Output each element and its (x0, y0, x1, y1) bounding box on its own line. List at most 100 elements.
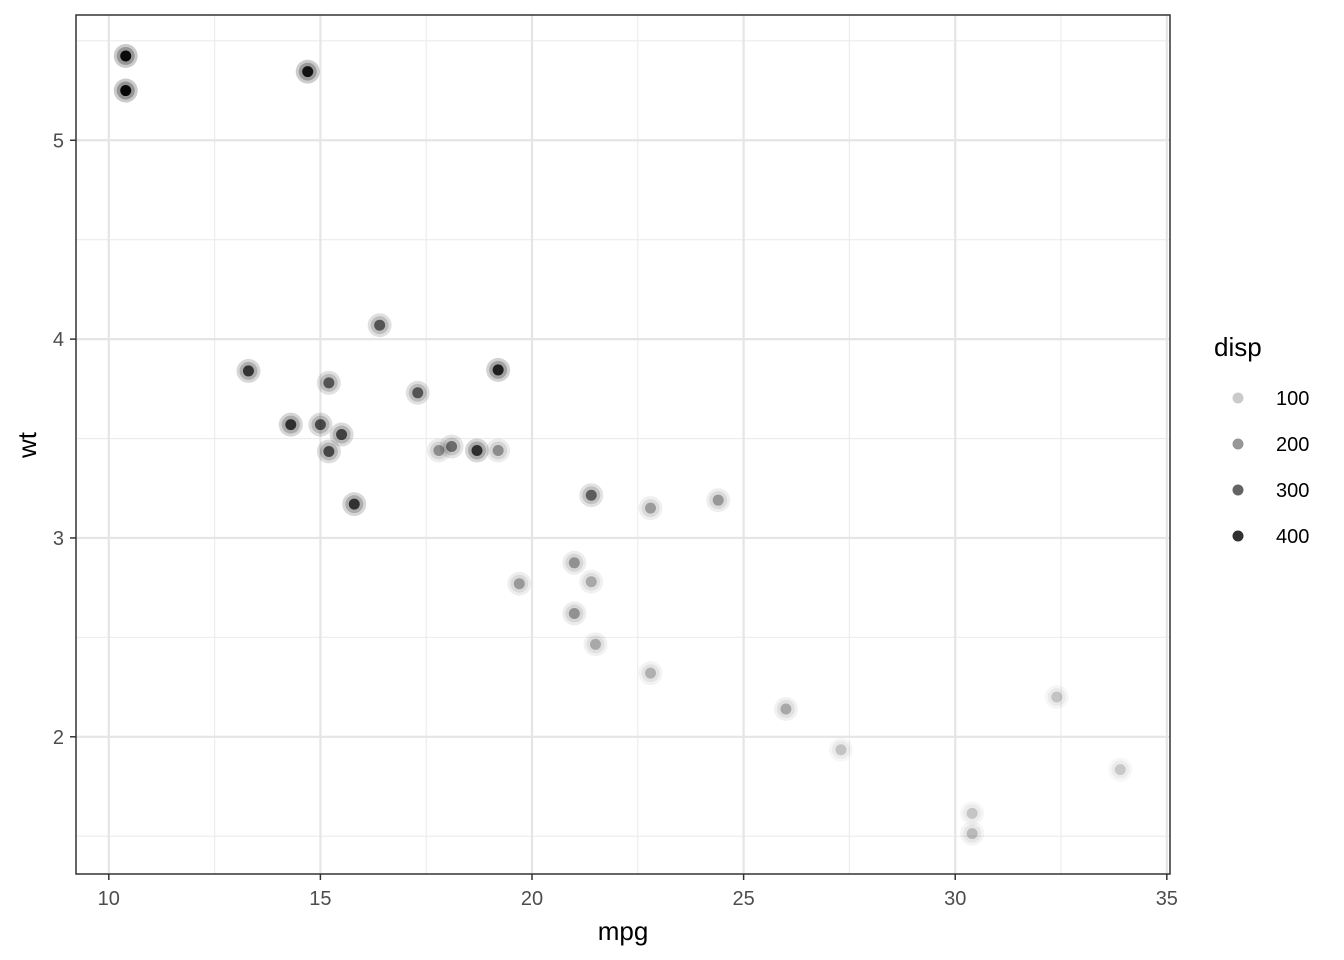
point-core (492, 364, 504, 376)
data-point (638, 496, 663, 521)
point-core (513, 578, 525, 590)
data-point (316, 370, 341, 395)
data-point (583, 632, 608, 657)
data-point (308, 412, 333, 437)
point-halo-inner (565, 553, 584, 572)
point-halo (562, 601, 587, 626)
point-halo-inner (429, 441, 448, 460)
point-core (1051, 691, 1063, 703)
legend-label: 100 (1276, 388, 1309, 410)
point-core (585, 489, 597, 501)
legend-label: 400 (1276, 526, 1309, 548)
x-tick-label: 10 (98, 888, 120, 910)
legend-key (1232, 530, 1244, 542)
point-core (780, 703, 792, 715)
point-halo (638, 496, 663, 521)
data-point (562, 601, 587, 626)
data-point (706, 488, 731, 513)
point-core (120, 85, 132, 97)
y-tick-label: 2 (53, 727, 64, 749)
point-halo (486, 438, 511, 463)
y-axis-ticks: 2 3 4 5 (53, 130, 76, 749)
legend-items: 100 200 300 400 (1232, 388, 1309, 548)
point-halo-inner (709, 491, 728, 510)
legend-label: 300 (1276, 480, 1309, 502)
x-tick-label: 20 (521, 888, 543, 910)
point-core (1114, 764, 1126, 776)
point-halo-inner (776, 699, 795, 718)
point-core (712, 494, 724, 506)
point-halo-inner (565, 604, 584, 623)
panel-border (75, 14, 1171, 875)
data-point (1047, 688, 1066, 707)
y-tick-label: 5 (53, 130, 64, 152)
data-point (278, 412, 303, 437)
point-halo (439, 434, 464, 459)
data-point (439, 434, 464, 459)
point-halo (960, 821, 985, 846)
point-core (568, 608, 580, 620)
point-halo-inner (1047, 688, 1066, 707)
data-point (329, 422, 354, 447)
data-point (579, 569, 604, 594)
legend-key (1232, 392, 1244, 404)
point-core (120, 50, 132, 62)
data-point (316, 439, 341, 464)
point-core (323, 445, 335, 457)
data-point (486, 357, 511, 382)
legend-item: 300 (1232, 480, 1309, 502)
point-core (568, 557, 580, 569)
point-core (314, 419, 326, 431)
data-point (562, 550, 587, 575)
point-core (492, 444, 504, 456)
grid (76, 15, 1170, 874)
y-tick-label: 4 (53, 329, 64, 351)
point-halo-inner (963, 804, 982, 823)
point-halo (773, 696, 798, 721)
point-core (285, 419, 297, 431)
point-core (645, 667, 657, 679)
legend: disp 100 200 300 400 (1214, 332, 1309, 548)
data-point (1111, 760, 1130, 779)
point-halo-inner (831, 740, 850, 759)
legend-label: 200 (1276, 434, 1309, 456)
point-halo-inner (641, 664, 660, 683)
point-halo (507, 571, 532, 596)
point-halo (706, 488, 731, 513)
point-halo-inner (489, 441, 508, 460)
point-core (302, 66, 314, 78)
point-core (589, 638, 601, 650)
point-core (412, 387, 424, 399)
y-axis-title: wt (12, 431, 42, 459)
point-core (471, 444, 483, 456)
point-core (585, 576, 597, 588)
point-halo (638, 661, 663, 686)
point-core (966, 828, 978, 840)
point-core (645, 502, 657, 514)
data-point (367, 313, 392, 338)
x-tick-label: 35 (1156, 888, 1178, 910)
point-halo (583, 632, 608, 657)
point-core (433, 444, 445, 456)
data-point (464, 438, 489, 463)
point-halo-inner (963, 824, 982, 843)
data-point (486, 438, 511, 463)
x-axis-ticks: 10 15 20 25 30 35 (98, 874, 1178, 910)
legend-item: 100 (1232, 388, 1309, 410)
data-point (295, 59, 320, 84)
x-axis-title: mpg (598, 916, 649, 946)
legend-key (1232, 438, 1244, 450)
points-layer (113, 43, 1130, 846)
data-point (507, 571, 532, 596)
point-halo (562, 550, 587, 575)
legend-item: 400 (1232, 526, 1309, 548)
data-point (960, 821, 985, 846)
data-point (405, 380, 430, 405)
legend-title: disp (1214, 332, 1262, 362)
point-halo-inner (510, 574, 529, 593)
x-tick-label: 30 (944, 888, 966, 910)
x-tick-label: 15 (309, 888, 331, 910)
point-halo (426, 438, 451, 463)
